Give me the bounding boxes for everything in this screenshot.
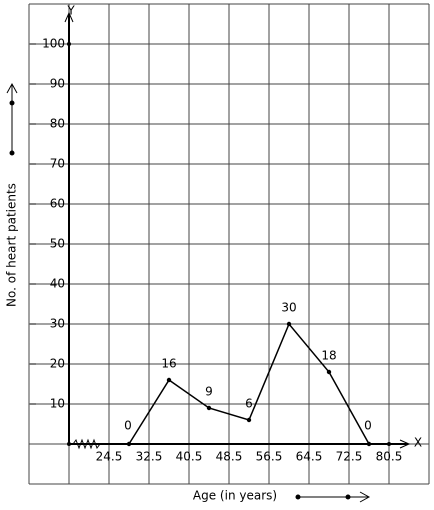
y-tick-label: 20 [50, 357, 65, 371]
point [366, 441, 372, 447]
y-tick-label: 40 [50, 277, 65, 291]
y-tick-label: 50 [50, 237, 65, 251]
y-tick-label: 30 [50, 317, 65, 331]
point [246, 417, 252, 423]
y-tick-label: 70 [50, 157, 65, 171]
axis-dot [387, 442, 391, 446]
x-tick-label: 40.5 [176, 450, 203, 464]
x-tick-label: 56.5 [256, 450, 283, 464]
data-label: 16 [161, 357, 176, 371]
y-tick-label: 80 [50, 117, 65, 131]
point [206, 405, 212, 411]
data-label: 0 [124, 419, 132, 433]
x-tick-label: 32.5 [136, 450, 163, 464]
y-tick-label: 10 [50, 397, 65, 411]
decoration [6, 82, 371, 503]
x-tick-label: 64.5 [296, 450, 323, 464]
data-label: 6 [245, 397, 253, 411]
y-axis-name: Y [66, 4, 75, 18]
y-arrow [64, 11, 74, 23]
x-arrow [399, 439, 411, 449]
series-line [128, 322, 370, 445]
data-label: 9 [205, 385, 213, 399]
x-tick-label: 72.5 [336, 450, 363, 464]
point [126, 441, 132, 447]
data-label: 0 [364, 419, 372, 433]
point [326, 369, 332, 375]
axis-dot [67, 442, 71, 446]
x-axis-title: Age (in years) [193, 489, 277, 503]
y-axis-title: No. of heart patients [5, 183, 19, 307]
data-label: 18 [321, 349, 336, 363]
y-tick-label: 100 [42, 37, 65, 51]
point [286, 321, 292, 327]
x-axis-name: X [414, 436, 422, 450]
axis-dot [67, 42, 71, 46]
x-tick-label: 80.5 [376, 450, 403, 464]
y-tick-label: 90 [50, 77, 65, 91]
point [166, 377, 172, 383]
x-tick-label: 24.5 [96, 450, 123, 464]
data-label: 30 [281, 301, 296, 315]
axis-break [72, 438, 101, 450]
y-tick-label: 60 [50, 197, 65, 211]
x-tick-label: 48.5 [216, 450, 243, 464]
